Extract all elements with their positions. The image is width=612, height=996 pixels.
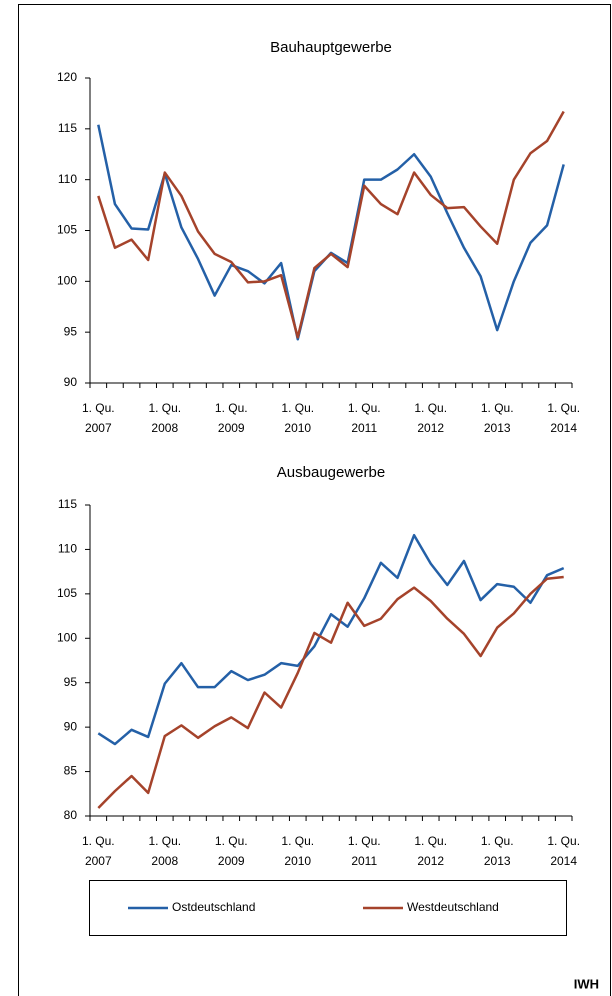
y-tick-label: 115 <box>58 497 77 511</box>
x-tick-label: 1. Qu. 2011 <box>347 401 381 435</box>
x-tick-label: 1. Qu. 2012 <box>414 401 448 435</box>
x-tick-label: 1. Qu. 2009 <box>214 401 248 435</box>
x-tick-label: 1. Qu. 2009 <box>214 834 248 868</box>
y-tick-label: 80 <box>64 808 78 822</box>
line-series <box>97 124 565 341</box>
y-tick-label: 110 <box>58 172 77 186</box>
chart-title: Ausbaugewerbe <box>277 464 385 481</box>
line-series <box>97 533 565 746</box>
y-tick-label: 100 <box>57 274 77 288</box>
legend-label: Westdeutschland <box>407 900 499 914</box>
y-tick-label: 90 <box>64 375 78 389</box>
y-tick-label: 115 <box>58 121 77 135</box>
y-tick-label: 105 <box>57 223 77 237</box>
x-tick-label: 1. Qu. 2010 <box>281 834 315 868</box>
x-tick-label: 1. Qu. 2014 <box>547 834 581 868</box>
y-tick-label: 100 <box>57 630 77 644</box>
y-tick-label: 120 <box>57 70 77 84</box>
footer: IWH <box>574 976 599 991</box>
x-tick-label: 1. Qu. 2007 <box>81 834 115 868</box>
y-tick-label: 95 <box>64 675 78 689</box>
y-tick-label: 105 <box>57 586 77 600</box>
x-tick-label: 1. Qu. 2014 <box>547 401 581 435</box>
line-series <box>97 575 564 809</box>
x-tick-label: 1. Qu. 2007 <box>81 401 115 435</box>
x-tick-label: 1. Qu. 2013 <box>480 401 514 435</box>
legend-box <box>89 880 567 936</box>
legend-label: Ostdeutschland <box>172 900 255 914</box>
x-tick-label: 1. Qu. 2008 <box>148 834 182 868</box>
y-tick-label: 110 <box>58 542 77 556</box>
frame <box>18 4 611 996</box>
x-tick-label: 1. Qu. 2008 <box>148 401 182 435</box>
y-tick-label: 85 <box>64 764 78 778</box>
line-series <box>97 110 565 339</box>
x-tick-label: 1. Qu. 2010 <box>281 401 315 435</box>
chart-title: Bauhauptgewerbe <box>270 39 392 56</box>
x-tick-label: 1. Qu. 2013 <box>480 834 514 868</box>
y-tick-label: 90 <box>64 719 78 733</box>
x-tick-label: 1. Qu. 2011 <box>347 834 381 868</box>
y-tick-label: 95 <box>64 324 78 338</box>
x-tick-label: 1. Qu. 2012 <box>414 834 448 868</box>
